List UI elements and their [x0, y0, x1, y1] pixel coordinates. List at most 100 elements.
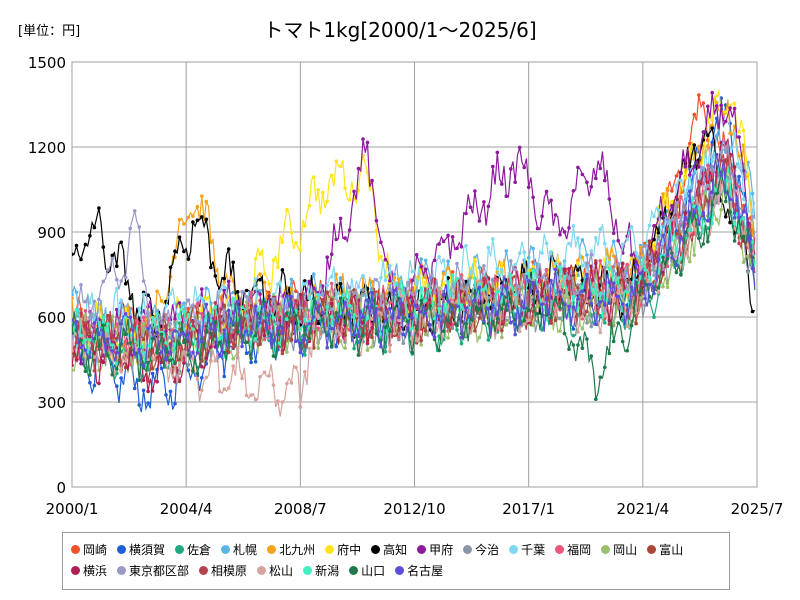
- data-point: [72, 252, 74, 257]
- data-point: [531, 280, 535, 285]
- data-point: [491, 303, 495, 308]
- data-point: [495, 312, 500, 317]
- data-point: [101, 360, 106, 365]
- x-tick-label: 2017/1: [502, 500, 555, 518]
- data-point: [182, 222, 186, 226]
- data-point: [634, 311, 638, 315]
- data-point: [535, 275, 540, 279]
- data-point: [356, 285, 361, 289]
- data-point: [374, 331, 379, 336]
- data-point: [423, 267, 428, 272]
- data-point: [558, 316, 562, 321]
- data-point: [217, 336, 222, 341]
- data-point: [486, 245, 491, 250]
- data-point: [679, 256, 683, 260]
- data-point: [423, 311, 428, 315]
- data-point: [298, 350, 303, 355]
- data-point: [303, 369, 307, 374]
- data-point: [200, 308, 204, 313]
- data-point: [115, 384, 119, 389]
- data-point: [164, 326, 168, 330]
- data-point: [737, 232, 741, 236]
- data-point: [217, 389, 222, 394]
- data-point: [397, 315, 401, 320]
- data-point: [159, 321, 164, 325]
- data-point: [495, 317, 500, 321]
- data-point: [329, 344, 334, 349]
- data-point: [72, 318, 74, 322]
- data-point: [267, 305, 271, 310]
- data-point: [549, 315, 553, 320]
- data-point: [576, 268, 580, 272]
- data-point: [388, 300, 392, 305]
- data-point: [253, 360, 258, 364]
- data-point: [289, 316, 294, 321]
- data-point: [701, 166, 706, 170]
- data-point: [401, 332, 406, 337]
- data-point: [638, 296, 643, 300]
- data-point: [240, 289, 244, 294]
- data-point: [656, 208, 661, 212]
- data-point: [146, 368, 150, 372]
- data-point: [746, 243, 750, 247]
- data-point: [459, 303, 464, 307]
- data-point: [598, 276, 603, 281]
- data-point: [137, 225, 141, 229]
- legend-swatch: [117, 545, 127, 554]
- data-point: [652, 315, 656, 320]
- data-point: [697, 93, 701, 97]
- data-point: [388, 306, 392, 311]
- data-point: [750, 309, 755, 314]
- data-point: [110, 314, 115, 319]
- data-point: [115, 307, 119, 312]
- data-point: [410, 316, 415, 320]
- legend-label: 府中: [337, 543, 362, 557]
- data-point: [710, 90, 714, 95]
- data-point: [186, 257, 191, 261]
- data-point: [414, 314, 419, 319]
- data-point: [365, 332, 370, 337]
- data-point: [594, 259, 598, 263]
- data-point: [491, 284, 495, 288]
- data-point: [414, 282, 419, 287]
- data-point: [123, 312, 128, 316]
- data-point: [455, 323, 459, 328]
- data-point: [468, 314, 473, 319]
- data-point: [370, 178, 374, 183]
- data-point: [173, 320, 177, 324]
- data-point: [580, 293, 585, 298]
- legend-label: 山口: [361, 564, 386, 578]
- data-point: [280, 268, 285, 272]
- data-point: [79, 283, 83, 287]
- data-point: [580, 346, 585, 351]
- data-point: [446, 319, 450, 323]
- data-point: [123, 306, 128, 311]
- data-point: [428, 288, 433, 293]
- data-point: [191, 303, 195, 308]
- legend-item: 新潟: [303, 560, 339, 581]
- data-point: [110, 349, 115, 353]
- legend-label: 福岡: [567, 543, 592, 557]
- data-point: [450, 270, 455, 274]
- data-point: [535, 311, 540, 316]
- data-point: [741, 169, 746, 173]
- data-point: [714, 94, 719, 98]
- data-point: [177, 235, 182, 239]
- data-point: [182, 340, 186, 345]
- data-point: [531, 323, 535, 328]
- data-point: [652, 214, 656, 219]
- data-point: [200, 194, 204, 198]
- data-point: [150, 366, 155, 371]
- data-point: [517, 251, 522, 256]
- data-point: [728, 179, 732, 184]
- data-point: [585, 299, 589, 304]
- data-point: [92, 321, 97, 325]
- data-point: [168, 367, 173, 371]
- data-point: [217, 314, 222, 319]
- data-point: [222, 328, 226, 333]
- data-point: [88, 316, 92, 321]
- data-point: [320, 190, 325, 195]
- data-point: [182, 349, 186, 354]
- data-point: [217, 352, 222, 357]
- legend-label: 富山: [659, 543, 684, 557]
